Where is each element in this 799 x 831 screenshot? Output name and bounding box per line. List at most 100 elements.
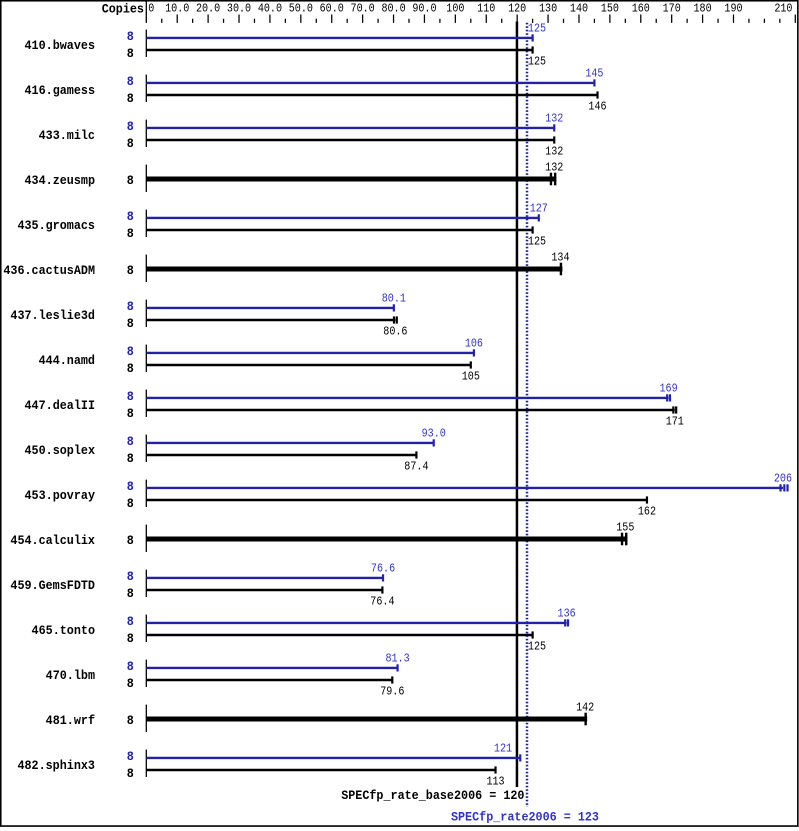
svg-text:125: 125: [528, 54, 546, 68]
svg-text:481.wrf: 481.wrf: [46, 713, 96, 728]
svg-text:40.0: 40.0: [258, 1, 282, 15]
svg-text:8: 8: [127, 766, 134, 781]
svg-text:8: 8: [127, 434, 134, 449]
svg-text:SPECfp_rate_base2006 = 120: SPECfp_rate_base2006 = 120: [341, 788, 524, 803]
svg-text:162: 162: [638, 504, 656, 518]
svg-text:170: 170: [663, 1, 681, 15]
svg-text:8: 8: [127, 46, 134, 61]
svg-text:444.namd: 444.namd: [39, 353, 95, 368]
svg-text:8: 8: [127, 316, 134, 331]
svg-text:8: 8: [127, 676, 134, 691]
svg-text:453.povray: 453.povray: [25, 488, 96, 503]
svg-text:140: 140: [570, 1, 588, 15]
svg-text:60.0: 60.0: [320, 1, 344, 15]
svg-text:8: 8: [127, 586, 134, 601]
svg-text:81.3: 81.3: [385, 651, 409, 665]
svg-text:80.0: 80.0: [381, 1, 405, 15]
svg-text:113: 113: [486, 774, 504, 788]
svg-text:145: 145: [585, 66, 603, 80]
svg-text:79.6: 79.6: [380, 684, 404, 698]
svg-text:8: 8: [127, 136, 134, 151]
svg-text:206: 206: [774, 471, 792, 485]
svg-text:8: 8: [127, 569, 134, 584]
svg-text:8: 8: [127, 713, 134, 728]
svg-text:465.tonto: 465.tonto: [32, 623, 96, 638]
svg-text:150: 150: [601, 1, 619, 15]
svg-text:50.0: 50.0: [289, 1, 313, 15]
svg-text:180: 180: [694, 1, 712, 15]
svg-text:435.gromacs: 435.gromacs: [17, 218, 95, 233]
svg-text:120: 120: [508, 1, 526, 15]
svg-text:470.lbm: 470.lbm: [46, 668, 96, 683]
svg-text:436.cactusADM: 436.cactusADM: [3, 263, 95, 278]
svg-text:8: 8: [127, 533, 134, 548]
svg-text:416.gamess: 416.gamess: [25, 83, 96, 98]
svg-text:30.0: 30.0: [227, 1, 251, 15]
svg-text:169: 169: [660, 381, 678, 395]
svg-text:190: 190: [724, 1, 742, 15]
svg-text:8: 8: [127, 173, 134, 188]
svg-text:8: 8: [127, 659, 134, 674]
svg-text:410.bwaves: 410.bwaves: [25, 38, 96, 53]
svg-text:8: 8: [127, 451, 134, 466]
svg-text:437.leslie3d: 437.leslie3d: [10, 308, 95, 323]
svg-text:8: 8: [127, 631, 134, 646]
svg-text:136: 136: [558, 606, 576, 620]
svg-text:447.dealII: 447.dealII: [25, 398, 96, 413]
svg-text:8: 8: [127, 406, 134, 421]
svg-text:171: 171: [666, 414, 684, 428]
svg-text:210: 210: [774, 1, 792, 15]
svg-text:434.zeusmp: 434.zeusmp: [25, 173, 96, 188]
svg-text:8: 8: [127, 263, 134, 278]
svg-text:433.milc: 433.milc: [39, 128, 96, 143]
svg-text:127: 127: [530, 201, 548, 215]
svg-text:8: 8: [127, 361, 134, 376]
svg-text:134: 134: [551, 251, 569, 265]
svg-text:Copies: Copies: [102, 2, 144, 17]
svg-text:90.0: 90.0: [412, 1, 436, 15]
svg-text:160: 160: [632, 1, 650, 15]
svg-text:80.1: 80.1: [382, 291, 406, 305]
svg-text:106: 106: [465, 336, 483, 350]
svg-text:8: 8: [127, 74, 134, 89]
svg-text:20.0: 20.0: [196, 1, 220, 15]
svg-text:125: 125: [528, 639, 546, 653]
svg-text:76.6: 76.6: [371, 561, 395, 575]
svg-text:8: 8: [127, 226, 134, 241]
svg-text:132: 132: [545, 111, 563, 125]
svg-text:8: 8: [127, 614, 134, 629]
svg-text:155: 155: [616, 521, 634, 535]
svg-text:132: 132: [545, 161, 563, 175]
svg-text:121: 121: [494, 741, 512, 755]
svg-text:450.soplex: 450.soplex: [25, 443, 96, 458]
svg-text:100: 100: [446, 1, 464, 15]
svg-text:8: 8: [127, 479, 134, 494]
svg-text:87.4: 87.4: [404, 459, 428, 473]
svg-text:125: 125: [528, 234, 546, 248]
svg-text:8: 8: [127, 91, 134, 106]
svg-text:142: 142: [576, 701, 594, 715]
svg-text:130: 130: [539, 1, 557, 15]
svg-text:76.4: 76.4: [370, 594, 394, 608]
svg-text:132: 132: [545, 144, 563, 158]
svg-text:93.0: 93.0: [422, 426, 446, 440]
svg-text:454.calculix: 454.calculix: [10, 533, 95, 548]
svg-text:125: 125: [528, 21, 546, 35]
svg-text:0: 0: [148, 1, 154, 15]
svg-text:105: 105: [462, 369, 480, 383]
svg-text:459.GemsFDTD: 459.GemsFDTD: [10, 578, 95, 593]
svg-text:8: 8: [127, 749, 134, 764]
svg-text:8: 8: [127, 29, 134, 44]
svg-text:146: 146: [588, 99, 606, 113]
svg-text:SPECfp_rate2006 = 123: SPECfp_rate2006 = 123: [451, 810, 599, 825]
svg-text:8: 8: [127, 496, 134, 511]
svg-text:8: 8: [127, 209, 134, 224]
svg-text:8: 8: [127, 119, 134, 134]
svg-text:70.0: 70.0: [351, 1, 375, 15]
svg-text:8: 8: [127, 389, 134, 404]
svg-text:8: 8: [127, 299, 134, 314]
svg-text:80.6: 80.6: [383, 324, 407, 338]
svg-text:110: 110: [477, 1, 495, 15]
svg-text:10.0: 10.0: [165, 1, 189, 15]
svg-text:8: 8: [127, 344, 134, 359]
